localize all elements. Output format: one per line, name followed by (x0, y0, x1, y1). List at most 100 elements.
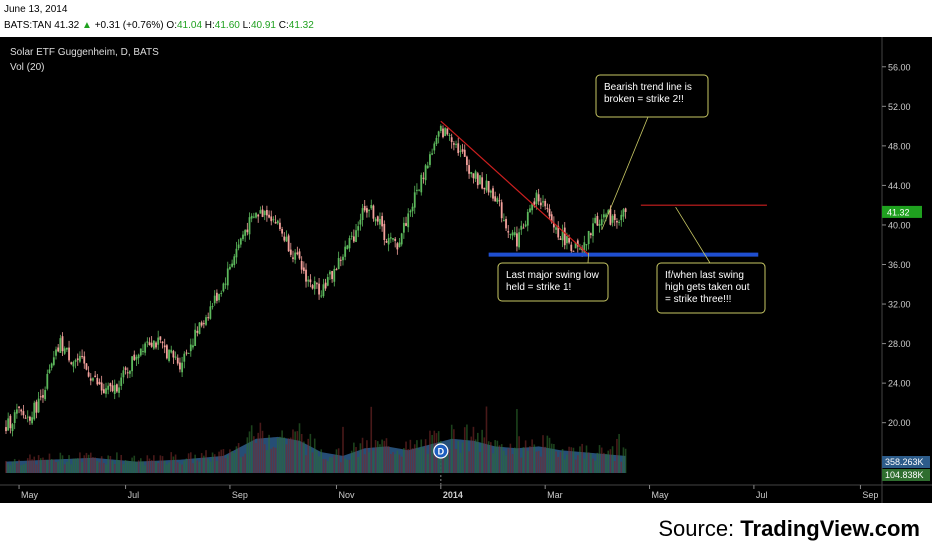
candle-body (285, 236, 288, 242)
callout-text: held = strike 1! (506, 282, 571, 293)
candle-body (233, 256, 236, 266)
x-tick-label: May (652, 490, 670, 500)
candle-body (389, 237, 392, 239)
candle-body (313, 281, 316, 290)
callout-box (595, 74, 709, 118)
candle-body (148, 342, 151, 346)
candle-body (65, 347, 68, 350)
volume-bar (431, 434, 433, 473)
candle-body (505, 219, 507, 229)
volume-bar (181, 464, 183, 473)
volume-bar (100, 456, 103, 473)
candle-body (196, 330, 199, 333)
volume-bar (26, 458, 29, 473)
candle-body (55, 349, 57, 356)
candle-body (170, 349, 173, 353)
candle-body (542, 201, 544, 203)
volume-bar (374, 440, 377, 473)
candle-body (326, 277, 329, 286)
volume-bar (11, 461, 14, 473)
candle-body (446, 128, 449, 135)
volume-bar (174, 454, 177, 473)
candle-body (492, 188, 494, 199)
candle-body (135, 356, 138, 360)
quote-change: +0.31 (+0.76%) (94, 20, 164, 31)
volume-bar (35, 464, 38, 473)
candle-body (422, 177, 425, 179)
volume-bar (166, 464, 168, 473)
axis-layer: 56.00 52.00 48.00 44.00 40.00 36.00 32.00 28.00… (0, 37, 932, 503)
volume-bar (313, 438, 316, 473)
volume-bar (185, 458, 188, 473)
volume-bar (576, 455, 579, 473)
volume-bar (340, 462, 342, 473)
candle-body (239, 238, 242, 245)
candle-body (311, 285, 314, 289)
candle-body (331, 271, 334, 280)
volume-bar (548, 437, 551, 473)
callout-text: If/when last swing (665, 270, 744, 281)
volume-bar (572, 447, 575, 473)
volume-bar (131, 457, 133, 473)
volume-bar (259, 422, 262, 473)
volume-bar (39, 458, 42, 473)
volume-bar (533, 444, 536, 473)
candle-body (518, 232, 520, 248)
volume-bar (568, 446, 570, 473)
candle-body (570, 244, 573, 251)
candle-body (261, 209, 264, 217)
candle-body (213, 295, 216, 304)
volume-bar (13, 458, 16, 473)
candle-body (174, 356, 177, 358)
candle-body (142, 350, 144, 352)
candle-body (198, 322, 201, 334)
volume-bar (222, 449, 225, 473)
candle-body (424, 165, 427, 181)
candle-body (548, 208, 551, 217)
candle-body (20, 409, 23, 412)
volume-bar (566, 454, 568, 473)
volume-bar (120, 454, 123, 473)
candle-body (350, 235, 353, 237)
volume-value-tag (882, 469, 930, 481)
volume-bar (540, 456, 542, 473)
volume-bar (53, 459, 55, 473)
candle-body (339, 259, 342, 261)
candle-body (181, 362, 184, 373)
volume-bar (29, 454, 31, 473)
candle-body (470, 171, 473, 175)
volume-bar (137, 460, 140, 473)
volume-bar (133, 455, 136, 473)
volume-bar (400, 456, 403, 473)
volume-bar (9, 465, 12, 473)
volume-bar (603, 452, 605, 473)
volume-bar (303, 441, 305, 473)
volume-bar (544, 446, 546, 473)
candle-body (207, 317, 210, 319)
volume-bar (242, 456, 244, 473)
candle-body (231, 263, 234, 267)
candle-body (526, 211, 529, 226)
volume-bar (298, 423, 301, 473)
candle-body (129, 370, 131, 374)
candle-body (587, 230, 590, 245)
candle-body (374, 218, 377, 222)
candle-body (602, 214, 605, 218)
candle-body (218, 294, 220, 301)
candle-body (74, 360, 77, 362)
quote-line: BATS:TAN 41.32 ▲ +0.31 (+0.76%) O:41.04 … (4, 20, 314, 31)
volume-bar (226, 455, 229, 473)
candle-body (342, 256, 344, 261)
candle-body (168, 349, 170, 361)
volume-bar (505, 455, 507, 473)
volume-bar (237, 443, 240, 473)
volume-bar (609, 449, 612, 473)
candle-body (155, 342, 157, 348)
volume-bar (522, 447, 525, 473)
volume-bar (33, 456, 36, 473)
volume-bar (235, 446, 238, 473)
candle-body (402, 222, 405, 233)
volume-bar (520, 457, 523, 473)
candle-body (468, 165, 470, 174)
